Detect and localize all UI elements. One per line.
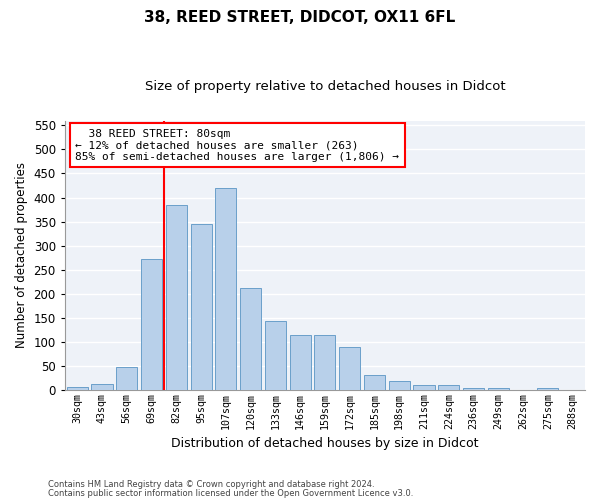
Bar — [538, 388, 559, 390]
Bar — [488, 388, 509, 390]
Bar — [166, 204, 187, 390]
Text: Contains public sector information licensed under the Open Government Licence v3: Contains public sector information licen… — [48, 488, 413, 498]
Text: 38, REED STREET, DIDCOT, OX11 6FL: 38, REED STREET, DIDCOT, OX11 6FL — [145, 10, 455, 25]
Bar — [67, 388, 88, 390]
Bar — [141, 259, 162, 390]
Bar — [314, 334, 335, 390]
Bar — [364, 376, 385, 390]
Bar — [215, 188, 236, 390]
Bar — [463, 388, 484, 390]
X-axis label: Distribution of detached houses by size in Didcot: Distribution of detached houses by size … — [171, 437, 479, 450]
Bar — [339, 346, 360, 390]
Bar — [116, 367, 137, 390]
Y-axis label: Number of detached properties: Number of detached properties — [15, 162, 28, 348]
Bar — [240, 288, 261, 390]
Text: Contains HM Land Registry data © Crown copyright and database right 2024.: Contains HM Land Registry data © Crown c… — [48, 480, 374, 489]
Bar — [413, 385, 434, 390]
Bar — [265, 321, 286, 390]
Bar — [91, 384, 113, 390]
Bar — [290, 334, 311, 390]
Bar — [389, 381, 410, 390]
Bar — [438, 385, 459, 390]
Title: Size of property relative to detached houses in Didcot: Size of property relative to detached ho… — [145, 80, 505, 93]
Bar — [191, 224, 212, 390]
Text: 38 REED STREET: 80sqm
← 12% of detached houses are smaller (263)
85% of semi-det: 38 REED STREET: 80sqm ← 12% of detached … — [75, 128, 399, 162]
